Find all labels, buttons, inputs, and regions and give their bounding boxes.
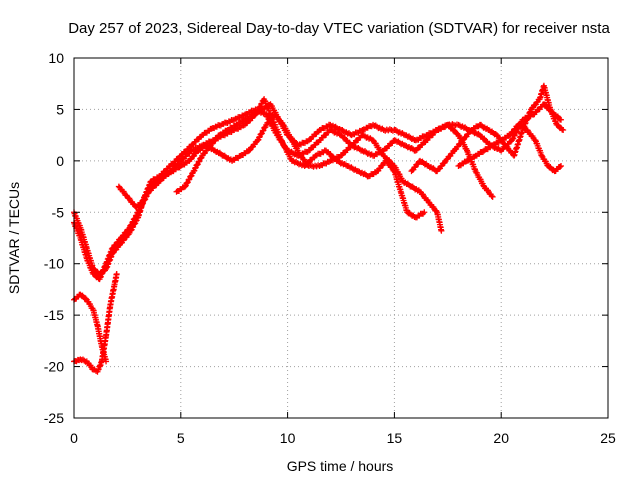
data-point <box>329 128 336 135</box>
axis-ticks <box>73 57 609 419</box>
data-point <box>333 125 340 132</box>
data-point <box>327 121 334 128</box>
data-point <box>364 134 371 141</box>
data-point <box>403 132 410 139</box>
series-track-h <box>455 121 565 175</box>
data-point <box>182 183 189 190</box>
data-point <box>362 148 369 155</box>
data-point <box>359 169 366 176</box>
data-points <box>71 82 567 375</box>
y-tick-label: -20 <box>44 359 64 375</box>
data-point <box>231 116 238 123</box>
data-point <box>336 159 343 166</box>
data-point <box>372 122 379 129</box>
data-point <box>462 124 469 131</box>
data-point <box>376 124 383 131</box>
data-point <box>475 130 482 137</box>
x-tick-label: 25 <box>600 430 616 446</box>
x-tick-label: 5 <box>177 430 185 446</box>
data-point <box>509 135 516 142</box>
data-point <box>289 150 296 157</box>
data-point <box>135 207 142 214</box>
x-axis-label: GPS time / hours <box>287 458 394 474</box>
data-point <box>340 128 347 135</box>
data-point <box>558 163 565 169</box>
data-point <box>438 227 445 234</box>
data-point <box>408 144 415 151</box>
data-point <box>355 144 362 151</box>
data-point <box>356 168 363 175</box>
data-point <box>332 123 339 130</box>
data-point <box>392 137 399 144</box>
data-point <box>349 165 356 172</box>
x-tick-label: 10 <box>280 430 296 446</box>
data-point <box>556 163 563 170</box>
series-track-f <box>173 101 496 200</box>
data-point <box>407 134 414 141</box>
data-point <box>456 122 463 129</box>
data-point <box>558 116 565 123</box>
x-tick-label: 0 <box>70 430 78 446</box>
data-point <box>339 126 346 133</box>
y-tick-label: -10 <box>44 256 64 272</box>
y-axis-label: SDTVAR / TECUs <box>6 182 22 294</box>
data-point <box>220 120 227 127</box>
y-tick-label: 5 <box>56 101 64 117</box>
data-point <box>295 142 302 149</box>
data-point <box>361 170 368 177</box>
data-point <box>459 123 466 130</box>
data-point <box>403 143 410 150</box>
data-point <box>345 163 352 170</box>
y-tick-label: 0 <box>56 153 64 169</box>
series-track-e <box>115 111 445 234</box>
y-tick-labels: -25 -20 -15 -10 -5 0 5 10 <box>44 50 64 426</box>
data-point <box>396 129 403 136</box>
data-point <box>488 193 495 200</box>
chart-title: Day 257 of 2023, Sidereal Day-to-day VTE… <box>68 20 610 37</box>
data-point <box>343 129 350 136</box>
data-point <box>560 127 567 133</box>
data-point <box>363 149 370 156</box>
data-point <box>395 138 402 145</box>
data-point <box>113 271 120 277</box>
data-point <box>356 146 363 153</box>
y-tick-label: -5 <box>52 204 65 220</box>
data-point <box>188 147 195 154</box>
data-point <box>374 123 381 130</box>
data-point <box>360 132 367 139</box>
data-point <box>363 172 370 178</box>
data-point <box>463 125 470 132</box>
data-point <box>348 132 355 139</box>
data-point <box>406 133 413 140</box>
data-point <box>396 139 403 146</box>
plot-frame <box>73 57 609 419</box>
data-point <box>492 144 499 151</box>
data-point <box>329 122 336 129</box>
data-point <box>406 144 413 151</box>
data-point <box>366 150 373 157</box>
grid-lines <box>74 58 608 418</box>
x-tick-label: 20 <box>493 430 509 446</box>
data-point <box>421 209 428 216</box>
y-tick-label: -15 <box>44 307 64 323</box>
y-tick-label: 10 <box>48 50 64 66</box>
data-point <box>339 160 346 167</box>
data-point <box>82 295 89 302</box>
data-point <box>472 129 479 136</box>
data-point <box>392 126 399 133</box>
data-point <box>348 164 355 171</box>
data-point <box>316 163 323 169</box>
data-point <box>336 126 343 133</box>
data-point <box>489 193 496 200</box>
data-point <box>538 152 545 159</box>
data-point <box>394 128 401 135</box>
x-tick-label: 15 <box>387 430 403 446</box>
y-tick-label: -25 <box>44 410 64 426</box>
x-tick-labels: 0 5 10 15 20 25 <box>70 430 616 446</box>
data-point <box>362 133 369 140</box>
data-point <box>332 129 339 136</box>
